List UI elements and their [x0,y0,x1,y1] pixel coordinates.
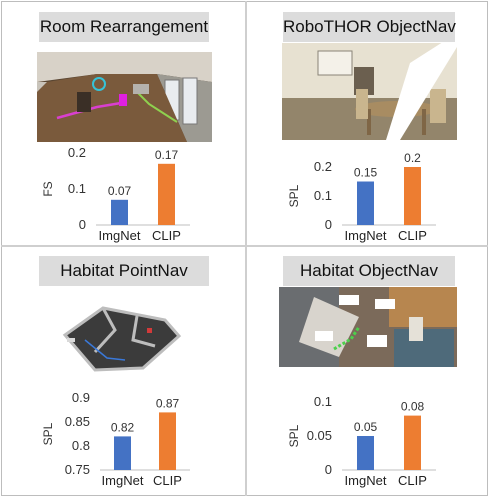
data-label: 0.87 [156,396,180,410]
x-tick-label: CLIP [152,228,181,243]
bar-imgnet [114,436,131,470]
chart-robothor-objectnav: 0 0.1 0.2 SPL 0.15 ImgNet 0.2 CLIP [287,151,436,243]
x-tick-label: ImgNet [102,473,144,488]
bar-imgnet [111,199,128,225]
data-label: 0.2 [404,151,421,165]
data-label: 0.07 [108,184,132,198]
x-tick-label: CLIP [398,228,427,243]
chart-habitat-objectnav: 0 0.05 0.1 SPL 0.05 ImgNet 0.08 CLIP [287,394,436,488]
horizontal-divider [1,245,488,247]
y-tick-label: 0.85 [65,414,90,429]
y-axis-label: SPL [287,424,301,447]
x-tick-label: CLIP [153,473,182,488]
y-tick-label: 0.2 [68,145,86,160]
bar-clip [404,167,421,225]
bar-clip [404,415,421,470]
room-rearrangement-scene-image [37,52,212,142]
bar-imgnet [357,436,374,470]
y-tick-label: 0.2 [314,159,332,174]
y-axis-label: FS [41,181,55,196]
habitat-objectnav-map-image [279,287,457,367]
data-label: 0.05 [354,420,378,434]
data-label: 0.08 [401,400,425,414]
robothor-objectnav-scene-image [282,43,457,140]
panel-title-room-rearrangement: Room Rearrangement [39,12,209,42]
bar-clip [159,412,176,470]
y-tick-label: 0 [79,217,86,232]
x-tick-label: ImgNet [99,228,141,243]
y-tick-label: 0.9 [72,390,90,405]
chart-habitat-pointnav: 0.75 0.8 0.85 0.9 SPL 0.82 ImgNet 0.87 CLIP [41,390,190,488]
y-tick-label: 0.8 [72,438,90,453]
vertical-divider [245,1,247,496]
y-axis-label: SPL [41,422,55,445]
x-tick-label: ImgNet [345,228,387,243]
y-tick-label: 0 [325,217,332,232]
bar-imgnet [357,181,374,225]
panel-title-habitat-pointnav: Habitat PointNav [39,256,209,286]
y-tick-label: 0.05 [307,428,332,443]
y-tick-label: 0.75 [65,462,90,477]
x-tick-label: ImgNet [345,473,387,488]
panel-title-robothor-objectnav: RoboTHOR ObjectNav [283,12,456,42]
y-tick-label: 0.1 [68,181,86,196]
bar-clip [158,163,175,225]
y-tick-label: 0.1 [314,394,332,409]
x-tick-label: CLIP [398,473,427,488]
y-tick-label: 0.1 [314,188,332,203]
chart-room-rearrangement: 0 0.1 0.2 FS 0.07 ImgNet 0.17 CLIP [41,145,190,243]
data-label: 0.17 [155,148,179,162]
data-label: 0.15 [354,166,378,180]
panel-title-habitat-objectnav: Habitat ObjectNav [283,256,455,286]
habitat-pointnav-map-image [55,300,195,375]
y-axis-label: SPL [287,184,301,207]
y-tick-label: 0 [325,462,332,477]
data-label: 0.82 [111,420,135,434]
